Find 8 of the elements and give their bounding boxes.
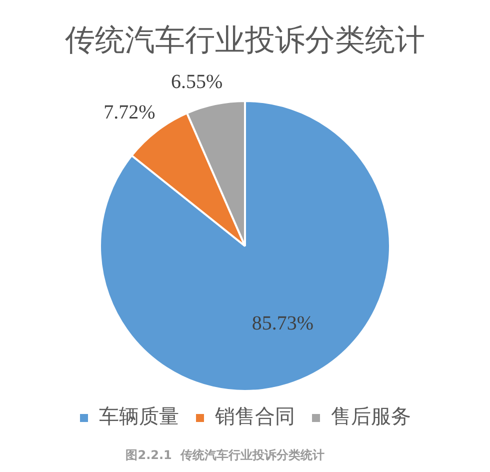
data-label: 85.73% — [252, 312, 314, 335]
data-label: 7.72% — [104, 102, 156, 124]
caption: 图2.2.1 传统汽车行业投诉分类统计 — [126, 448, 324, 462]
legend-label: 车辆质量 — [99, 404, 179, 428]
data-label: 6.55% — [171, 70, 223, 93]
legend-label: 售后服务 — [331, 404, 411, 428]
chart-title: 传统汽车行业投诉分类统计 — [65, 22, 425, 58]
legend-label: 销售合同 — [214, 404, 295, 428]
